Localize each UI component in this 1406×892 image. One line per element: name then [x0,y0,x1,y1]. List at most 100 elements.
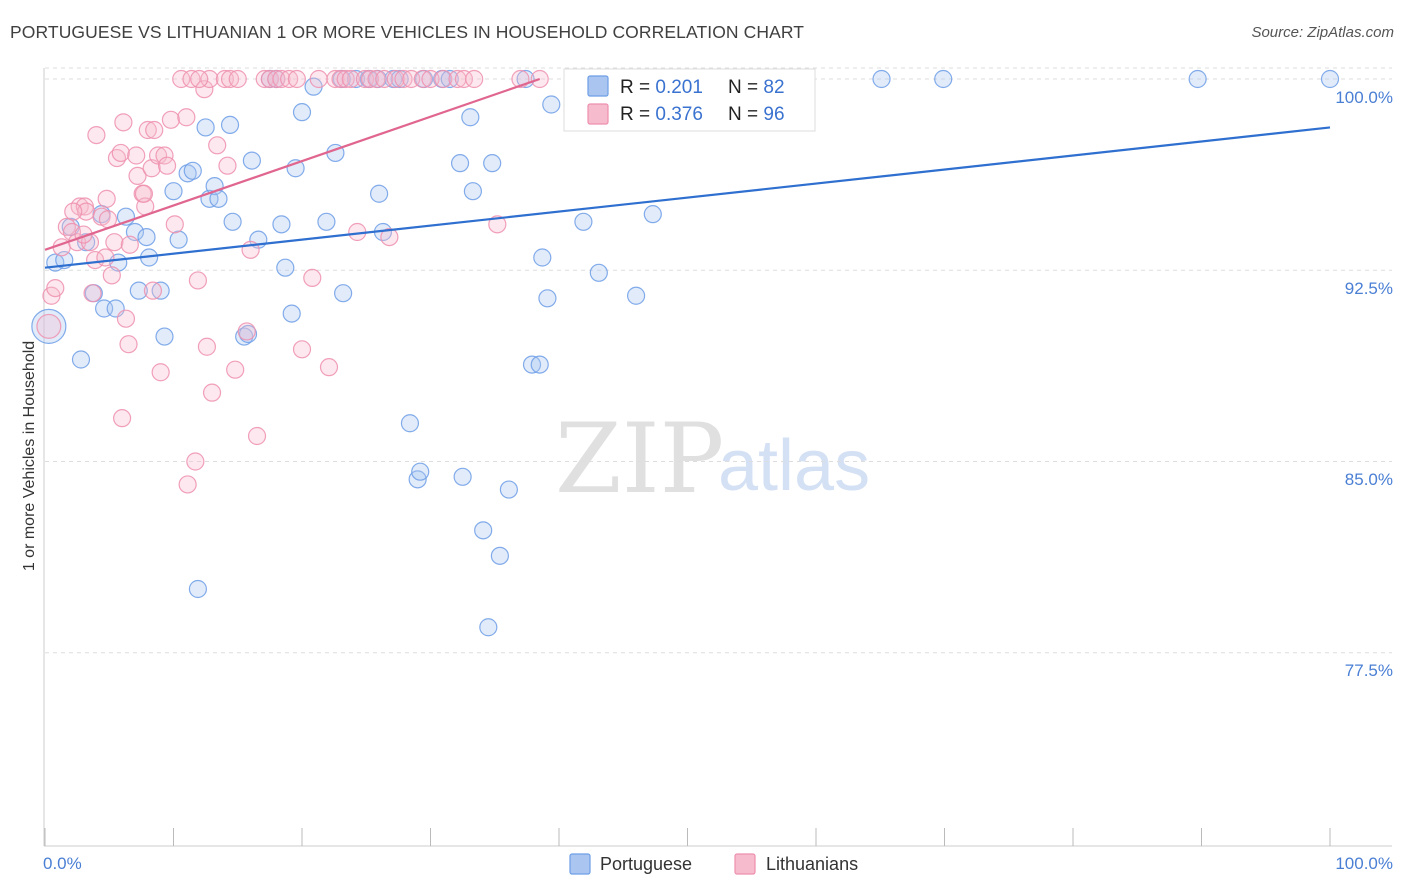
lithuanian-point [226,360,245,379]
chart-title: PORTUGUESE VS LITHUANIAN 1 OR MORE VEHIC… [10,22,805,42]
svg-text:R = 0.201: R = 0.201 [620,77,703,98]
portuguese-point [461,108,480,127]
portuguese-point [872,69,891,89]
portuguese-point [400,414,420,433]
portuguese-point [474,521,493,540]
portuguese-point [643,205,662,224]
lithuanian-point [46,279,65,298]
portuguese-point [440,69,459,89]
lithuanian-point [465,69,484,89]
lithuanian-point [386,69,405,89]
portuguese-point [1188,69,1207,89]
lithuanian-point [208,136,227,155]
portuguese-point [183,161,202,180]
portuguese-point [411,462,430,481]
lithuanian-point [336,69,355,89]
portuguese-point [276,258,295,277]
lithuanian-point [200,69,219,89]
lithuanian-point [143,281,163,300]
portuguese-point [530,355,549,374]
portuguese-point [574,212,593,231]
lithuanian-trend-line [44,77,541,251]
lithuanian-point [120,235,139,254]
portuguese-point [292,103,312,122]
lithuanian-point [215,69,234,89]
lithuanian-point [177,108,196,127]
series-legend-label-lithuanians: Lithuanians [766,854,858,874]
portuguese-point [490,546,509,565]
lithuanian-point [112,409,132,428]
portuguese-point [370,184,389,203]
portuguese-point [71,350,91,369]
series-legend-swatch-lithuanians [734,853,756,875]
portuguese-point [178,164,197,183]
lithuanian-point [36,313,62,339]
lithuanian-point [190,69,209,89]
stats-legend: R = 0.201 N = 82 R = 0.376 N = 96 [563,68,816,132]
lithuanian-point [178,475,197,494]
lithuanian-point [326,69,345,89]
lithuanian-point [421,69,440,89]
legend-swatch-pink [587,103,609,125]
lithuanian-point [434,69,453,89]
lithuanian-points [36,69,549,494]
axes [43,68,1392,847]
x-tick-label-min: 0.0% [43,854,82,873]
trend-lines [44,77,1331,269]
lithuanian-point [292,340,312,359]
legend-r-label: R = [620,77,655,98]
lithuanian-point [361,69,380,89]
y-tick-label: 85.0% [1345,470,1393,489]
portuguese-point [589,263,608,282]
lithuanian-point [134,184,154,203]
lithuanian-point [157,156,177,175]
portuguese-point [155,327,174,346]
lithuanian-point [64,202,83,221]
lithuanian-point [161,110,181,129]
lithuanian-point [303,268,322,287]
lithuanian-point [128,166,147,185]
lithuanian-point [182,69,201,89]
portuguese-point [317,212,336,231]
portuguese-point [479,618,498,637]
portuguese-point [242,151,261,170]
lithuanian-point [116,309,136,328]
lithuanian-point [57,217,76,236]
lithuanian-point [148,146,168,165]
x-tick-label-max: 100.0% [1335,854,1393,873]
portuguese-point [1320,69,1340,89]
lithuanian-point [96,248,115,267]
y-tick-label: 77.5% [1345,661,1393,680]
series-legend: Portuguese Lithuanians [569,853,858,875]
legend-swatch-blue [587,75,609,97]
portuguese-point [272,215,291,234]
portuguese-point [463,182,483,201]
lithuanian-point [280,69,299,89]
source-label: Source: ZipAtlas.com [1251,24,1394,41]
portuguese-point [626,286,646,305]
lithuanian-point [413,69,432,89]
legend-r-value-pink: 0.376 [655,104,703,125]
portuguese-point [151,281,170,300]
lithuanian-point [197,337,217,356]
lithuanian-point [165,215,184,234]
lithuanian-point [309,69,328,89]
lithuanian-point [188,271,208,290]
legend-r-label: R = [620,104,655,125]
portuguese-point [164,182,183,201]
lithuanian-point [220,69,240,89]
legend-n-label: N = [728,104,763,125]
lithuanian-point [138,120,157,140]
series-legend-label-portuguese: Portuguese [600,854,692,874]
legend-n-value-pink: 96 [763,104,784,125]
portuguese-point [934,69,953,89]
portuguese-point [137,228,156,247]
lithuanian-point [102,266,121,285]
portuguese-trend-line [44,126,1331,269]
lithuanian-point [105,233,124,252]
portuguese-point [196,118,215,137]
y-tick-label: 100.0% [1335,88,1393,107]
portuguese-point [542,95,561,114]
portuguese-point [533,248,552,267]
